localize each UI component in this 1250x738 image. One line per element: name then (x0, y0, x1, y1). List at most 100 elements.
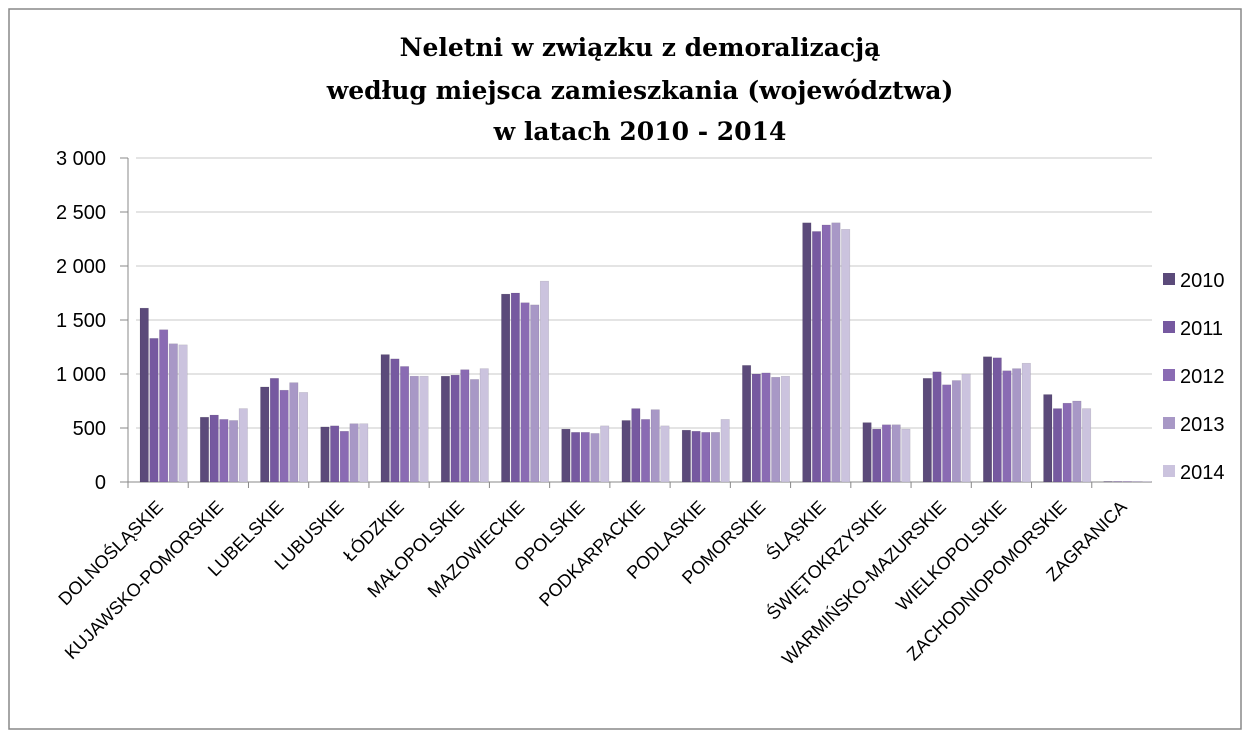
bar (881, 424, 891, 483)
y-tick-label: 500 (73, 418, 106, 440)
bar (1043, 394, 1053, 483)
bar (501, 293, 511, 483)
bar (901, 428, 911, 483)
legend-swatch (1163, 273, 1175, 285)
bar (872, 428, 882, 483)
bar (520, 302, 530, 483)
bar (580, 432, 590, 483)
bar (279, 389, 289, 483)
legend-label: 2013 (1180, 414, 1225, 436)
legend-label: 2011 (1180, 318, 1223, 340)
bar (289, 382, 299, 483)
bar (961, 373, 971, 483)
bar (751, 373, 761, 483)
chart-title: Neletni w związku z demoralizacją (400, 33, 881, 62)
bar (812, 231, 822, 483)
bar (951, 380, 961, 483)
bar (419, 375, 429, 483)
bar (299, 392, 309, 483)
bar (199, 416, 209, 483)
bar (1082, 408, 1092, 483)
bar (1002, 370, 1012, 483)
bar (821, 224, 831, 483)
bar (802, 222, 812, 483)
bar (983, 356, 993, 483)
bar (571, 432, 581, 483)
bar (1072, 400, 1082, 483)
y-tick-label: 2 500 (56, 202, 106, 224)
bar (330, 425, 340, 483)
bar (561, 428, 571, 483)
bar (590, 433, 600, 483)
bar (641, 419, 651, 483)
legend-label: 2010 (1180, 270, 1225, 292)
bar (992, 357, 1002, 483)
bar (470, 379, 480, 483)
bar (440, 375, 450, 483)
bar (209, 414, 219, 483)
bar (891, 424, 901, 483)
bar (359, 423, 369, 483)
bar (720, 419, 730, 483)
bar (1142, 481, 1152, 483)
y-tick-label: 0 (95, 472, 106, 494)
bar (229, 420, 239, 483)
bar (932, 371, 942, 483)
bar (1113, 481, 1123, 483)
bar (269, 378, 279, 483)
bar (942, 384, 952, 483)
bar (691, 430, 701, 483)
bar (1052, 408, 1062, 483)
bar (238, 408, 248, 483)
bar (380, 354, 390, 483)
chart-title: według miejsca zamieszkania (województwa… (326, 76, 954, 105)
bar (660, 425, 670, 483)
bar (1021, 362, 1031, 483)
y-tick-label: 1 000 (56, 364, 106, 386)
bar (178, 344, 188, 483)
bar (539, 280, 549, 483)
y-tick-label: 2 000 (56, 256, 106, 278)
bar (1122, 481, 1132, 483)
bar (681, 429, 691, 483)
bar (219, 419, 229, 483)
bar (530, 304, 540, 483)
legend-swatch (1163, 465, 1175, 477)
bar (400, 366, 410, 483)
chart-title: w latach 2010 - 2014 (493, 117, 787, 146)
legend-label: 2012 (1180, 366, 1225, 388)
bar (168, 343, 178, 483)
bar (771, 376, 781, 483)
bar (841, 229, 851, 483)
bar (1132, 481, 1142, 483)
bar (409, 375, 419, 483)
bar (320, 426, 330, 483)
bar (621, 420, 631, 483)
legend-swatch (1163, 417, 1175, 429)
bar (390, 358, 400, 483)
bar (139, 307, 149, 483)
bar (260, 386, 270, 483)
bar (460, 369, 470, 483)
bar (742, 365, 752, 483)
bar (479, 368, 489, 483)
bar (450, 374, 460, 483)
bar (761, 372, 771, 483)
bar (780, 375, 790, 483)
bar (650, 409, 660, 483)
legend-label: 2014 (1180, 462, 1225, 484)
bar (149, 338, 159, 483)
y-tick-label: 3 000 (56, 148, 106, 170)
bar (510, 292, 520, 483)
bar (862, 422, 872, 483)
bar (831, 222, 841, 483)
bar (600, 425, 610, 483)
bar (631, 408, 641, 483)
legend-swatch (1163, 321, 1175, 333)
bar (159, 329, 169, 483)
bar (710, 432, 720, 483)
bar (349, 423, 359, 483)
bar (1103, 481, 1113, 483)
bar (1012, 368, 1022, 483)
